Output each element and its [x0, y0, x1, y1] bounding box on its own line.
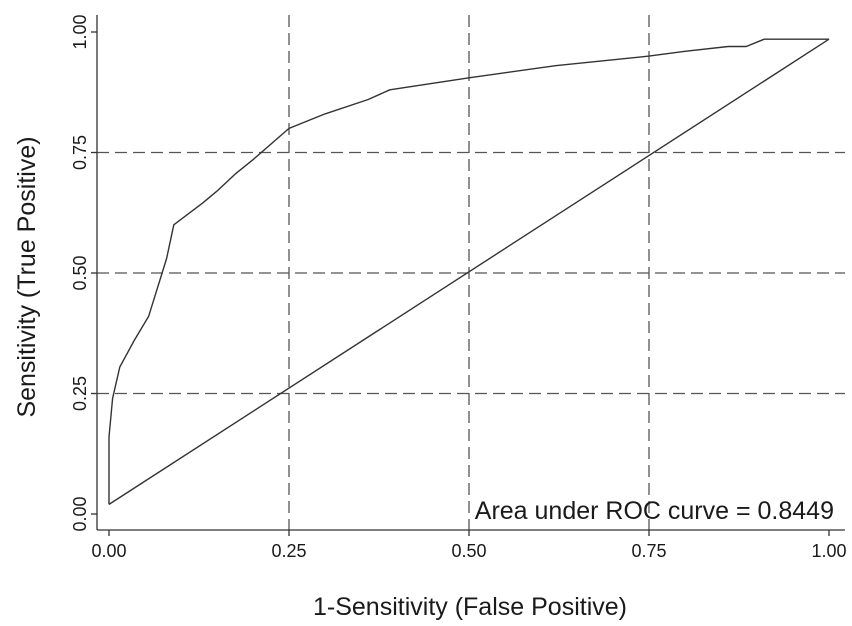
- x-axis-title: 1-Sensitivity (False Positive): [313, 593, 627, 621]
- y-tick-label: 0.75: [70, 135, 90, 170]
- reference-diagonal-line: [108, 38, 830, 505]
- axes: [91, 15, 845, 536]
- y-tick-label: 0.50: [70, 255, 90, 290]
- series-layer: [108, 38, 830, 505]
- x-tick-label: 0.75: [631, 541, 666, 561]
- tick-labels: 0.00 0.25 0.50 0.75 1.00 0.00 0.25 0.50 0.75 1.00: [70, 14, 847, 561]
- roc-curve-line: [108, 38, 829, 505]
- y-axis-title: Sensitivity (True Positive): [13, 136, 41, 417]
- x-tick-label: 0.50: [451, 541, 486, 561]
- y-tick-label: 1.00: [70, 14, 90, 49]
- x-tick-label: 0.25: [271, 541, 306, 561]
- x-tick-label: 1.00: [811, 541, 846, 561]
- grid-lines: [97, 15, 845, 530]
- auc-annotation: Area under ROC curve = 0.8449: [475, 497, 834, 525]
- y-tick-label: 0.25: [70, 376, 90, 411]
- y-tick-label: 0.00: [70, 496, 90, 531]
- x-tick-label: 0.00: [91, 541, 126, 561]
